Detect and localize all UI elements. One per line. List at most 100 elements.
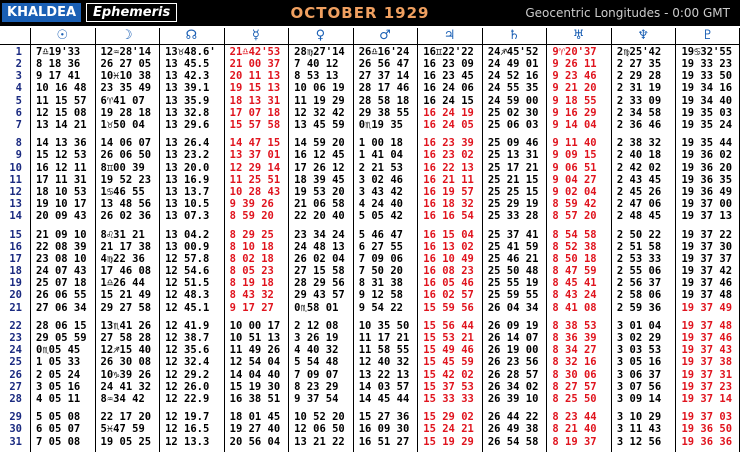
longitude: 1♉50 04 [100,118,145,131]
longitude: 19 37 13 [681,210,733,223]
longitude: 12 19.7 [165,411,210,424]
longitude: 8 23 29 [294,380,339,393]
longitude: 16 18 32 [423,198,474,211]
longitude: 12 40 32 [358,356,410,369]
day-number: 19 [9,277,22,290]
longitude: 19 33 23 [681,58,733,71]
day-number: 18 [9,265,22,278]
longitude: 13 04.2 [165,228,210,241]
day-number: 23 [9,332,22,345]
longitude: 26♎16'24 [358,46,410,58]
longitude: 2 27 35 [616,58,662,71]
longitude: 2 45 26 [616,185,662,198]
longitude: 9 17 41 [36,70,81,83]
longitude: 19 36 49 [681,185,733,198]
day-number: 28 [9,392,22,405]
longitude: 19♋32'55 [681,46,733,58]
longitude: 26 30 08 [100,356,152,369]
longitude: 25 09 46 [487,137,539,150]
longitude: 21♎42'53 [229,46,281,58]
longitude: 16 10 49 [423,252,474,265]
longitude: 27 15 58 [294,265,345,278]
longitude: 11 15 57 [36,94,87,107]
longitude: 3 05 16 [36,380,81,393]
longitude: 0♏58 01 [294,301,339,314]
longitude: 2 34 58 [616,106,662,119]
longitude: 8 31 38 [358,277,403,290]
longitude: 2 53 33 [616,252,662,265]
longitude: 8 05 23 [229,265,274,278]
day-number: 31 [9,435,22,448]
longitude: 19 37 31 [681,368,733,381]
longitude: 19 52 23 [100,173,152,186]
longitude: 15 53 21 [423,332,474,345]
day-number: 1 [15,46,22,58]
longitude: 13 45.5 [165,58,210,71]
longitude: 13 32.8 [165,106,210,119]
longitude: 10 06 19 [294,82,345,95]
longitude: 8♒34 42 [100,392,145,405]
longitude: 8 47 59 [552,265,597,278]
column-divider [95,28,96,452]
longitude: 29 38 55 [358,106,410,119]
longitude: 19 35 03 [681,106,733,119]
longitude: 8 27 57 [552,380,597,393]
longitude: 12 45.1 [165,301,210,314]
longitude: 21 06 58 [294,198,345,211]
longitude: 2 51 58 [616,240,662,253]
longitude: 25 06 03 [487,118,539,131]
longitude: 9 04 27 [552,173,597,186]
longitude: 14 47 15 [229,137,281,150]
longitude: 15 45 59 [423,356,474,369]
longitude: 13 16.9 [165,173,210,186]
longitude: 15 59 56 [423,301,474,314]
longitude: 13♉48.6' [165,46,216,58]
longitude: 14 45 44 [358,392,410,405]
longitude: 2 56 37 [616,277,662,290]
longitude: 8 54 58 [552,228,597,241]
longitude: 27 37 14 [358,70,410,83]
subtitle: Geocentric Longitudes - 0:00 GMT [525,6,730,20]
longitude: 29 43 57 [294,289,345,302]
column-divider [30,28,31,452]
longitude: 26 23 56 [487,356,539,369]
longitude: 21 17 38 [100,240,152,253]
longitude: 19 37 22 [681,228,733,241]
longitude: 19 36 20 [681,161,733,174]
longitude: 12 32.4 [165,356,210,369]
longitude: 19 37 48 [681,289,733,302]
longitude: 24 07 43 [36,265,87,278]
longitude: 16 23 09 [423,58,474,71]
longitude: 13 21 22 [294,435,345,448]
longitude: 25 07 18 [36,277,87,290]
longitude: 0♏19 35 [358,118,403,131]
longitude: 4♍22 36 [100,252,145,265]
longitude: 13 20.0 [165,161,210,174]
longitude: 9 18 55 [552,94,597,107]
longitude: 24 41 32 [100,380,152,393]
planet-symbol: ☉ [56,28,69,43]
longitude: 16 24 19 [423,106,474,119]
longitude: 2 21 53 [358,161,403,174]
longitude: 19 33 50 [681,70,733,83]
longitude: 19 35 24 [681,118,733,131]
longitude: 15 24 21 [423,423,474,436]
longitude: 2 33 09 [616,94,662,107]
longitude: 4 40 32 [294,344,339,357]
longitude: 8 19 37 [552,435,597,448]
longitude: 7 50 20 [358,265,403,278]
longitude: 8 45 41 [552,277,597,290]
longitude: 24 52 16 [487,70,539,83]
longitude: 25 33 28 [487,210,539,223]
longitude: 15 21 49 [100,289,152,302]
longitude: 19 37 48 [681,319,733,332]
longitude: 26 19 00 [487,344,539,357]
longitude: 9 06 51 [552,161,597,174]
longitude: 25 41 59 [487,240,539,253]
longitude: 19 05 25 [100,435,152,448]
longitude: 23 35 49 [100,82,152,95]
longitude: 16 23 02 [423,149,474,162]
longitude: 13 22 13 [358,368,410,381]
longitude: 19 34 16 [681,82,733,95]
longitude: 19 15 13 [229,82,281,95]
